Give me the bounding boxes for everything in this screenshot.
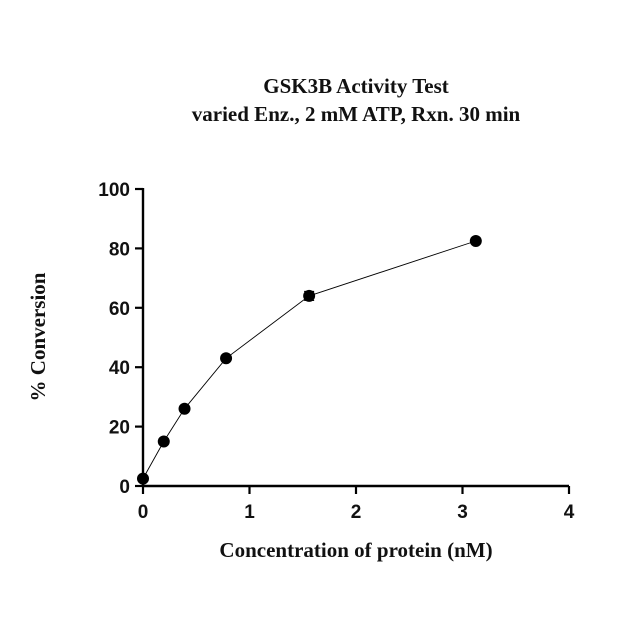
x-tick-label: 4 [564,502,575,523]
y-tick-label: 60 [109,299,130,320]
data-point [158,435,170,447]
x-tick-label: 3 [457,502,468,523]
data-point [137,473,149,485]
x-tick-label: 1 [244,502,255,523]
axes [142,188,569,486]
data-point [179,403,191,415]
y-tick-label: 20 [109,418,130,439]
series-line [143,241,476,479]
y-axis-label: % Conversion [26,272,50,401]
data-point [470,235,482,247]
y-tick-label: 100 [98,180,130,201]
data-point [220,352,232,364]
x-ticks: 0 1 2 3 4 [138,486,575,523]
x-tick-label: 0 [138,502,149,523]
x-axis-label: Concentration of protein (nM) [219,538,492,562]
y-tick-label: 80 [109,239,130,260]
y-tick-label: 0 [119,477,130,498]
data-series [137,235,482,485]
chart: GSK3B Activity Test varied Enz., 2 mM AT… [0,0,638,638]
x-tick-label: 2 [351,502,362,523]
chart-title: GSK3B Activity Test [263,74,449,98]
y-ticks: 0 20 40 60 80 100 [98,180,143,498]
chart-subtitle: varied Enz., 2 mM ATP, Rxn. 30 min [192,102,521,126]
y-tick-label: 40 [109,358,130,379]
data-point [303,290,315,302]
